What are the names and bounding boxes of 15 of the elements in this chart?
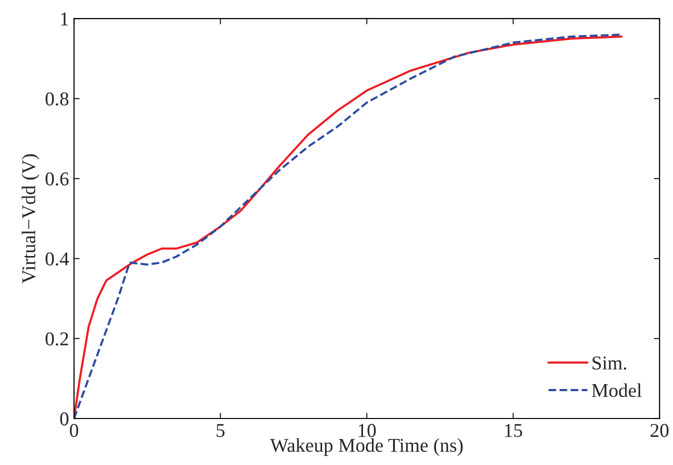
y-tick-label: 0.2 — [46, 332, 68, 346]
y-tick-label: 1 — [61, 12, 68, 26]
x-tick-label: 20 — [650, 424, 669, 438]
y-tick-label: 0.6 — [46, 172, 69, 186]
legend-label: Sim. — [592, 356, 626, 370]
x-axis-title: Wakeup Mode Time (ns) — [270, 438, 463, 456]
x-tick-label: 10 — [358, 424, 376, 438]
x-tick-label: 0 — [70, 424, 78, 438]
legend-label: Model — [592, 383, 642, 398]
x-tick-label: 5 — [216, 424, 225, 438]
y-tick-label: 0.8 — [46, 92, 68, 106]
y-axis-title: Virtual−Vdd (V) — [22, 154, 40, 284]
y-tick-label: 0.4 — [46, 252, 69, 266]
y-tick-label: 0 — [60, 412, 68, 426]
x-tick-label: 15 — [505, 424, 522, 438]
